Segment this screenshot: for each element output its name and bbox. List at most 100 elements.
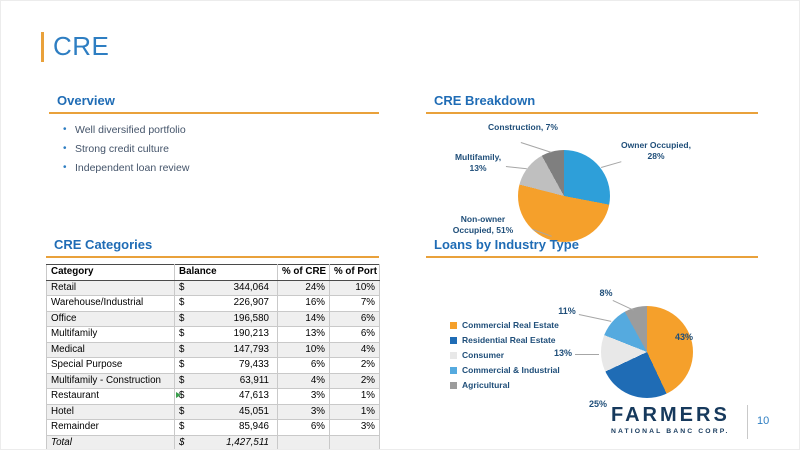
slice-value-consumer: 13% bbox=[553, 348, 572, 358]
legend-swatch-consumer bbox=[450, 351, 457, 359]
table-row: Medical $147,793 10% 4% bbox=[46, 341, 380, 358]
cre-table-body: Retail $344,064 24% 10% Warehouse/Industrial… bbox=[46, 279, 380, 449]
page-number: 10 bbox=[757, 415, 770, 427]
slice-value-residential-real-estate: 25% bbox=[588, 399, 607, 409]
overview-heading: Overview bbox=[57, 93, 115, 108]
legend-label: Commercial & Industrial bbox=[462, 365, 560, 375]
slice-value-agricultural: 8% bbox=[599, 288, 613, 298]
cell-pct-of-cre: 3% bbox=[277, 388, 330, 405]
leader-line bbox=[578, 314, 612, 322]
cell-balance: $190,213 bbox=[174, 326, 278, 343]
cell-category: Retail bbox=[46, 279, 175, 296]
overview-rule bbox=[49, 112, 379, 114]
cell-pct-of-port: 4% bbox=[329, 341, 380, 358]
loans-by-industry-rule bbox=[426, 256, 758, 258]
col-header-balance: Balance bbox=[174, 264, 278, 281]
table-row: Special Purpose $79,433 6% 2% bbox=[46, 357, 380, 374]
cre-breakdown-heading: CRE Breakdown bbox=[434, 93, 536, 108]
cell-pct-of-port: 6% bbox=[329, 326, 380, 343]
cell-pct-of-port: 3% bbox=[329, 419, 380, 436]
overview-bullet: Well diversified portfolio bbox=[63, 124, 379, 136]
cell-pct-of-cre bbox=[277, 434, 330, 449]
slide-title: CRE bbox=[53, 31, 110, 61]
col-header-pct-of-port: % of Port bbox=[329, 264, 380, 281]
slice-value-commercial-real-estate: 43% bbox=[674, 332, 693, 342]
cre-categories-heading: CRE Categories bbox=[54, 237, 153, 252]
leader-line bbox=[612, 300, 634, 311]
overview-section: Overview Well diversified portfolio Stron… bbox=[49, 93, 379, 181]
logo-subtitle: NATIONAL BANC CORP. bbox=[611, 428, 730, 435]
cell-category: Restaurant bbox=[46, 388, 175, 405]
legend-swatch-commercial-real-estate bbox=[450, 321, 457, 329]
leader-line bbox=[575, 354, 599, 355]
table-row: Remainder $85,946 6% 3% bbox=[46, 419, 380, 436]
excel-smart-tag bbox=[176, 392, 181, 398]
cell-balance: $47,613 bbox=[174, 388, 278, 405]
cell-category: Remainder bbox=[46, 419, 175, 436]
legend-swatch-agricultural bbox=[450, 381, 457, 389]
cell-balance: $196,580 bbox=[174, 310, 278, 327]
cell-pct-of-port: 2% bbox=[329, 372, 380, 389]
cell-balance: $45,051 bbox=[174, 403, 278, 420]
leader-line bbox=[601, 161, 622, 168]
col-header-pct-of-cre: % of CRE bbox=[277, 264, 330, 281]
company-logo: FARMERS NATIONAL BANC CORP. bbox=[611, 405, 730, 435]
cre-categories-section: CRE Categories Category Balance % of CRE… bbox=[46, 237, 380, 449]
cell-pct-of-cre: 6% bbox=[277, 357, 330, 374]
legend-label: Consumer bbox=[462, 350, 505, 360]
industry-legend: Commercial Real Estate Residential Real … bbox=[450, 320, 560, 395]
overview-bullet: Independent loan review bbox=[63, 162, 379, 174]
cell-pct-of-cre: 16% bbox=[277, 295, 330, 312]
cell-pct-of-cre: 4% bbox=[277, 372, 330, 389]
cell-category: Multifamily - Construction bbox=[46, 372, 175, 389]
cell-pct-of-cre: 14% bbox=[277, 310, 330, 327]
legend-item: Commercial Real Estate bbox=[450, 320, 560, 330]
col-header-category: Category bbox=[46, 264, 175, 281]
cell-pct-of-cre: 13% bbox=[277, 326, 330, 343]
cre-breakdown-rule bbox=[426, 112, 758, 114]
cell-balance: $147,793 bbox=[174, 341, 278, 358]
cell-pct-of-port: 7% bbox=[329, 295, 380, 312]
logo-name: FARMERS bbox=[611, 404, 730, 426]
slide-title-block: CRE bbox=[41, 31, 109, 62]
cell-balance: $63,911 bbox=[174, 372, 278, 389]
cre-breakdown-pie bbox=[518, 150, 610, 242]
slice-label-non-owner-occupied: Non-owner Occupied, 51% bbox=[452, 214, 514, 236]
cell-pct-of-cre: 6% bbox=[277, 419, 330, 436]
legend-label: Commercial Real Estate bbox=[462, 320, 559, 330]
loans-by-industry-pie bbox=[601, 306, 693, 398]
legend-item: Residential Real Estate bbox=[450, 335, 560, 345]
overview-bullet-list: Well diversified portfolio Strong credit … bbox=[49, 124, 379, 174]
table-row: Retail $344,064 24% 10% bbox=[46, 279, 380, 296]
cell-pct-of-port: 10% bbox=[329, 279, 380, 296]
cell-balance: $226,907 bbox=[174, 295, 278, 312]
cell-category: Office bbox=[46, 310, 175, 327]
cell-category: Special Purpose bbox=[46, 357, 175, 374]
cell-pct-of-cre: 24% bbox=[277, 279, 330, 296]
table-row: Office $196,580 14% 6% bbox=[46, 310, 380, 327]
cell-pct-of-port: 1% bbox=[329, 388, 380, 405]
cre-breakdown-chart: Owner Occupied, 28% Non-owner Occupied, … bbox=[426, 114, 758, 254]
table-row: Total $1,427,511 bbox=[46, 434, 380, 449]
cell-balance: $344,064 bbox=[174, 279, 278, 296]
slice-label-multifamily: Multifamily, 13% bbox=[454, 152, 502, 174]
table-row: Multifamily - Construction $63,911 4% 2% bbox=[46, 372, 380, 389]
loans-by-industry-section: Loans by Industry Type Commercial Real E… bbox=[426, 237, 758, 418]
legend-item: Agricultural bbox=[450, 380, 560, 390]
table-row: Hotel $45,051 3% 1% bbox=[46, 403, 380, 420]
table-row: Restaurant $47,613 3% 1% bbox=[46, 388, 380, 405]
cell-category: Medical bbox=[46, 341, 175, 358]
legend-swatch-residential-real-estate bbox=[450, 336, 457, 344]
slice-label-construction: Construction, 7% bbox=[488, 122, 558, 132]
footer-divider bbox=[747, 405, 748, 439]
overview-bullet: Strong credit culture bbox=[63, 143, 379, 155]
table-header-row: Category Balance % of CRE % of Port bbox=[46, 264, 380, 281]
slice-label-owner-occupied: Owner Occupied, 28% bbox=[621, 140, 691, 162]
cell-balance: $85,946 bbox=[174, 419, 278, 436]
table-row: Multifamily $190,213 13% 6% bbox=[46, 326, 380, 343]
slice-value-commercial-industrial: 11% bbox=[558, 306, 576, 316]
legend-item: Consumer bbox=[450, 350, 560, 360]
cell-pct-of-cre: 3% bbox=[277, 403, 330, 420]
cell-category: Total bbox=[46, 434, 175, 449]
